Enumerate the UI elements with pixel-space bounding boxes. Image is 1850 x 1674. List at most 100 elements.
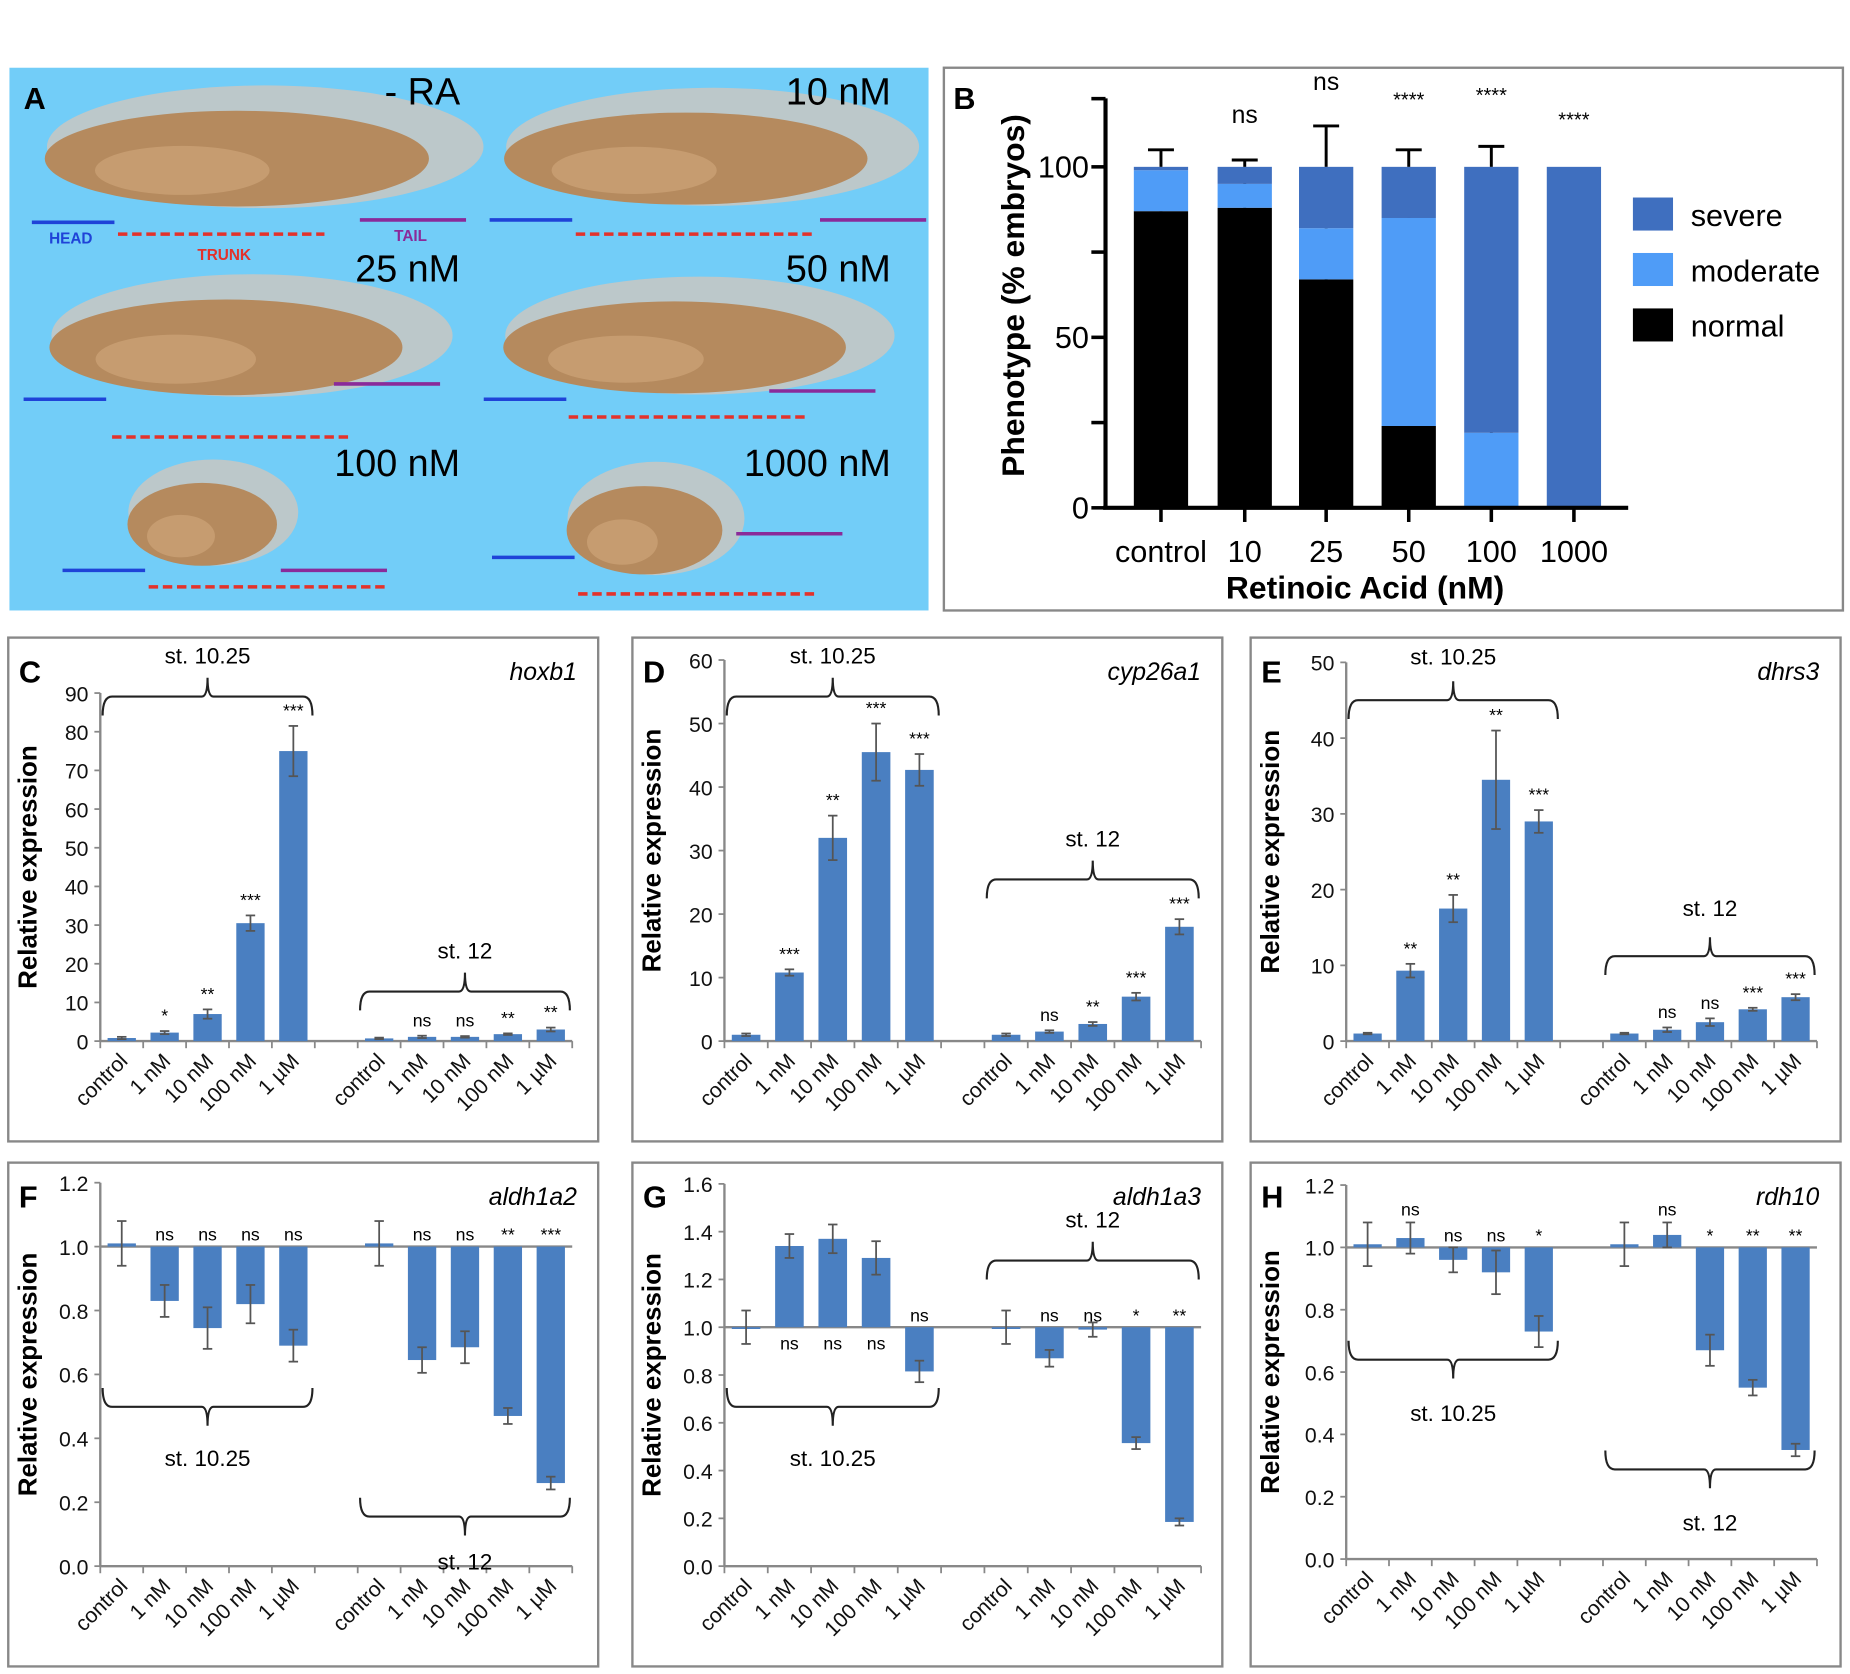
significance-label: ns <box>1701 993 1720 1013</box>
x-tick-label: control <box>955 1575 1016 1636</box>
bar-moderate <box>1299 228 1354 280</box>
y-tick-label: 0.0 <box>683 1556 713 1579</box>
y-tick-label: 0.6 <box>683 1413 713 1436</box>
y-axis-title: Relative expression <box>1257 1250 1285 1494</box>
y-axis-title: Relative expression <box>639 1253 667 1497</box>
legend-swatch-severe <box>1632 197 1674 231</box>
y-axis-title: Relative expression <box>1257 730 1285 974</box>
significance-label: * <box>1707 1225 1714 1245</box>
condition-label: - RA <box>385 70 461 112</box>
panel-frame <box>7 636 600 1143</box>
panel-b-frame <box>942 66 1845 612</box>
significance-label: ns <box>823 1334 842 1354</box>
x-tick-label: 50 <box>1392 535 1426 569</box>
y-tick-label: 0.0 <box>59 1556 88 1579</box>
bar <box>1035 1031 1064 1042</box>
y-tick-label: 1.4 <box>683 1222 713 1245</box>
panel-frame <box>1249 1161 1842 1668</box>
x-tick-label: 25 <box>1309 535 1343 569</box>
y-tick-label: 80 <box>65 722 89 745</box>
significance-label: ns <box>1658 1002 1677 1022</box>
x-tick-label: 1 µM <box>880 1050 930 1100</box>
significance-label: ns <box>198 1225 217 1245</box>
significance-label: ** <box>201 984 215 1004</box>
significance-label: ns <box>155 1225 174 1245</box>
embryo-yolk <box>147 514 215 558</box>
significance-label: ** <box>501 1225 515 1245</box>
significance-label: ns <box>867 1334 886 1354</box>
y-tick-label: 50 <box>65 838 89 861</box>
panel-letter: G <box>643 1180 667 1214</box>
significance-label: ** <box>1789 1225 1803 1245</box>
y-tick-label: 40 <box>65 877 89 900</box>
embryo-yolk <box>551 146 717 194</box>
y-tick-label: 70 <box>65 761 89 784</box>
stage-bracket <box>725 1387 940 1426</box>
significance-label: *** <box>1742 982 1763 1002</box>
stage-bracket <box>1604 1450 1816 1489</box>
panel-letter: C <box>19 655 41 689</box>
significance-label: *** <box>1528 785 1549 805</box>
bar <box>1396 970 1425 1042</box>
bar <box>1695 1022 1725 1042</box>
bar <box>1165 1327 1194 1522</box>
significance-label: ** <box>544 1002 558 1022</box>
stage-bracket <box>985 1241 1200 1280</box>
significance-label: ns <box>1040 1005 1059 1025</box>
y-tick-label: 0 <box>1072 491 1089 525</box>
significance-label: ns <box>413 1225 432 1245</box>
x-tick-label: control <box>695 1050 756 1111</box>
bar <box>1781 1247 1810 1450</box>
bar <box>1121 1327 1151 1444</box>
panel-frame <box>7 1161 600 1668</box>
y-tick-label: 1.2 <box>683 1270 713 1293</box>
significance-label: *** <box>866 698 887 718</box>
embryo-image: 10 nM <box>489 70 927 236</box>
significance-label: *** <box>540 1225 561 1245</box>
bar <box>1078 1023 1108 1042</box>
bar <box>493 1246 523 1416</box>
panel-letter: B <box>953 82 975 116</box>
significance-label: ** <box>1446 869 1460 889</box>
embryo-image: - RA <box>31 70 484 236</box>
y-tick-label: 0.2 <box>59 1492 88 1515</box>
stage-label: st. 12 <box>1683 1511 1738 1536</box>
y-tick-label: 0.8 <box>1305 1300 1335 1323</box>
x-tick-label: 1 µM <box>511 1575 561 1625</box>
condition-label: 25 nM <box>355 247 460 289</box>
gene-name: cyp26a1 <box>1107 659 1201 686</box>
stage-label: st. 12 <box>438 1550 493 1575</box>
y-tick-label: 0.2 <box>683 1509 713 1532</box>
y-tick-label: 0.6 <box>59 1365 88 1388</box>
stage-label: st. 10.25 <box>790 644 876 669</box>
significance-label: **** <box>1393 90 1424 112</box>
x-tick-label: 1 µM <box>1499 1050 1549 1100</box>
bar-severe <box>1381 166 1436 218</box>
legend-swatch-moderate <box>1632 252 1674 287</box>
y-tick-label: 0.4 <box>1305 1425 1335 1448</box>
tail-label: TAIL <box>394 228 427 245</box>
y-tick-label: 0 <box>701 1031 713 1054</box>
condition-label: 100 nM <box>334 442 460 484</box>
stage-bracket <box>359 1497 571 1536</box>
panel-letter: A <box>24 82 46 116</box>
x-tick-label: 1 µM <box>1756 1050 1806 1100</box>
bar <box>1610 1033 1639 1042</box>
stage-label: st. 12 <box>1683 896 1738 921</box>
panel-letter: H <box>1261 1180 1283 1214</box>
bar-moderate <box>1381 217 1436 426</box>
significance-label: ns <box>1040 1305 1059 1325</box>
y-tick-label: 1.2 <box>59 1173 88 1196</box>
y-tick-label: 0.6 <box>1305 1362 1335 1385</box>
panel-letter: D <box>643 655 665 689</box>
y-tick-label: 10 <box>1311 956 1335 979</box>
trunk-label: TRUNK <box>197 247 251 264</box>
bar-severe <box>1299 166 1354 229</box>
bar <box>279 751 308 1042</box>
bar <box>236 923 265 1042</box>
condition-label: 10 nM <box>786 70 891 112</box>
significance-label: * <box>1133 1305 1140 1325</box>
gene-name: aldh1a3 <box>1113 1184 1201 1211</box>
